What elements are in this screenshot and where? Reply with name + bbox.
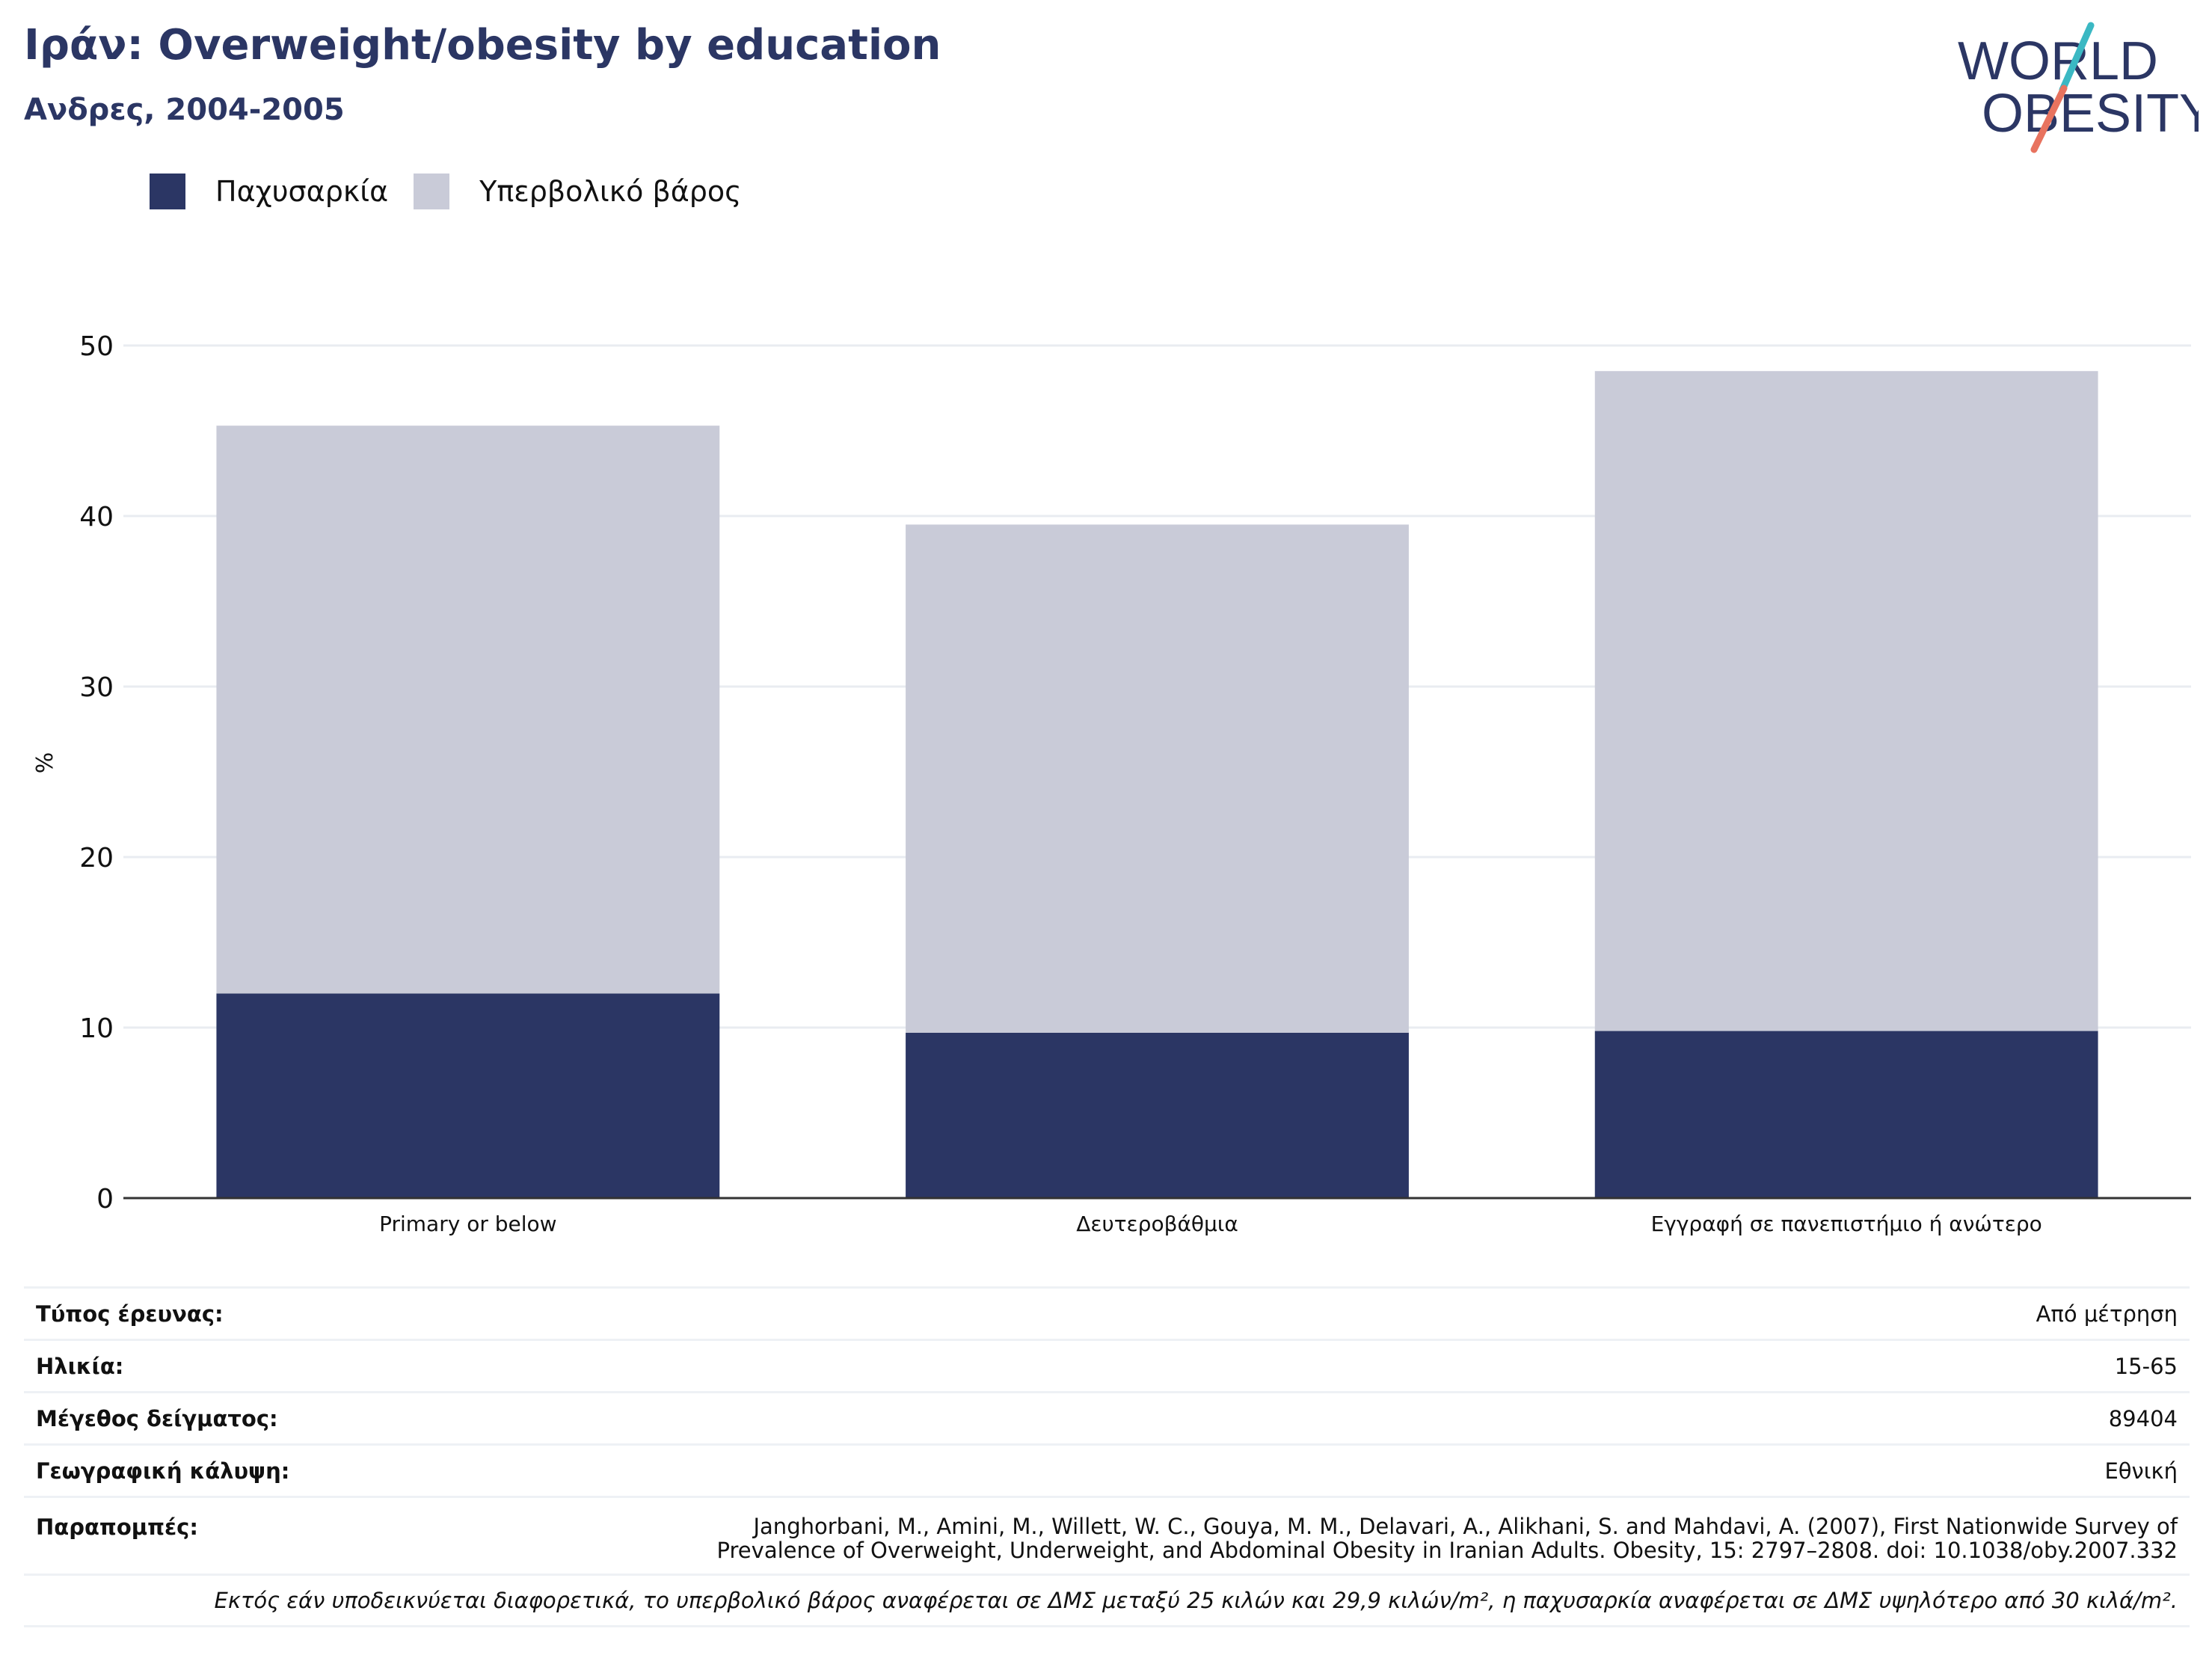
y-axis-label: % bbox=[32, 752, 58, 774]
definition-note: Εκτός εάν υποδεικνύεται διαφορετικά, το … bbox=[24, 1574, 2190, 1627]
stacked-bar-chart: 0 10 20 30 40 50 Primary or below Δευτεροβάθμια… bbox=[32, 331, 2191, 1236]
meta-key: Μέγεθος δείγματος: bbox=[36, 1405, 278, 1431]
meta-value: Από μέτρηση bbox=[2036, 1301, 2178, 1327]
logo-word-world: WORLD bbox=[1958, 31, 2158, 91]
meta-value-reference: Janghorbani, M., Amini, M., Willett, W. … bbox=[716, 1514, 2178, 1563]
meta-key: Γεωγραφική κάλυψη: bbox=[36, 1458, 290, 1484]
world-obesity-logo: WORLD OBESITY bbox=[1958, 22, 2199, 153]
legend-item-obesity[interactable]: Παχυσαρκία bbox=[150, 174, 388, 209]
axes: 0 10 20 30 40 50 Primary or below Δευτεροβάθμια… bbox=[79, 331, 2191, 1236]
meta-row-age: Ηλικία: 15-65 bbox=[24, 1339, 2190, 1391]
page-title: Ιράν: Overweight/obesity by education bbox=[24, 21, 941, 70]
metadata-table: Τύπος έρευνας: Από μέτρηση Ηλικία: 15-65… bbox=[24, 1286, 2190, 1627]
bar-segment-obesity-0[interactable] bbox=[216, 993, 720, 1198]
meta-row-coverage: Γεωγραφική κάλυψη: Εθνική bbox=[24, 1443, 2190, 1496]
logo-slash-coral bbox=[2030, 85, 2068, 153]
x-category-label: Εγγραφή σε πανεπιστήμιο ή ανώτερο bbox=[1651, 1212, 2042, 1236]
y-tick-label: 20 bbox=[79, 843, 114, 874]
meta-key: Τύπος έρευνας: bbox=[36, 1301, 224, 1327]
meta-row-survey-type: Τύπος έρευνας: Από μέτρηση bbox=[24, 1286, 2190, 1339]
legend-label-obesity: Παχυσαρκία bbox=[215, 175, 389, 208]
page-subtitle: Ανδρες, 2004-2005 bbox=[24, 93, 345, 127]
bars bbox=[216, 371, 2098, 1198]
meta-row-sample-size: Μέγεθος δείγματος: 89404 bbox=[24, 1391, 2190, 1443]
legend-swatch-overweight bbox=[414, 174, 450, 209]
bar-segment-overweight-1[interactable] bbox=[906, 524, 1409, 1033]
meta-value: Εθνική bbox=[2104, 1458, 2178, 1484]
logo-word-obesity: OBESITY bbox=[1982, 84, 2199, 144]
meta-value: 15-65 bbox=[2114, 1353, 2178, 1379]
legend-swatch-obesity bbox=[150, 174, 185, 209]
legend: Παχυσαρκία Υπερβολικό βάρος bbox=[150, 169, 766, 214]
legend-item-overweight[interactable]: Υπερβολικό βάρος bbox=[414, 174, 741, 209]
bar-segment-overweight-2[interactable] bbox=[1594, 371, 2098, 1031]
x-category-label: Δευτεροβάθμια bbox=[1076, 1212, 1238, 1236]
y-tick-label: 0 bbox=[96, 1184, 114, 1215]
meta-value: 89404 bbox=[2108, 1405, 2178, 1431]
logo-slash-teal bbox=[2059, 22, 2095, 93]
legend-label-overweight: Υπερβολικό βάρος bbox=[479, 175, 742, 208]
y-tick-label: 30 bbox=[79, 672, 114, 703]
x-category-label: Primary or below bbox=[379, 1212, 556, 1236]
meta-key: Ηλικία: bbox=[36, 1353, 124, 1379]
bar-segment-obesity-2[interactable] bbox=[1594, 1031, 2098, 1198]
bar-segment-obesity-1[interactable] bbox=[906, 1032, 1409, 1198]
y-tick-label: 10 bbox=[79, 1013, 114, 1044]
y-tick-label: 50 bbox=[79, 331, 114, 362]
bar-segment-overweight-0[interactable] bbox=[216, 426, 720, 994]
meta-key: Παραπομπές: bbox=[36, 1514, 198, 1540]
y-tick-label: 40 bbox=[79, 502, 114, 532]
meta-row-references: Παραπομπές: Janghorbani, M., Amini, M., … bbox=[24, 1496, 2190, 1574]
